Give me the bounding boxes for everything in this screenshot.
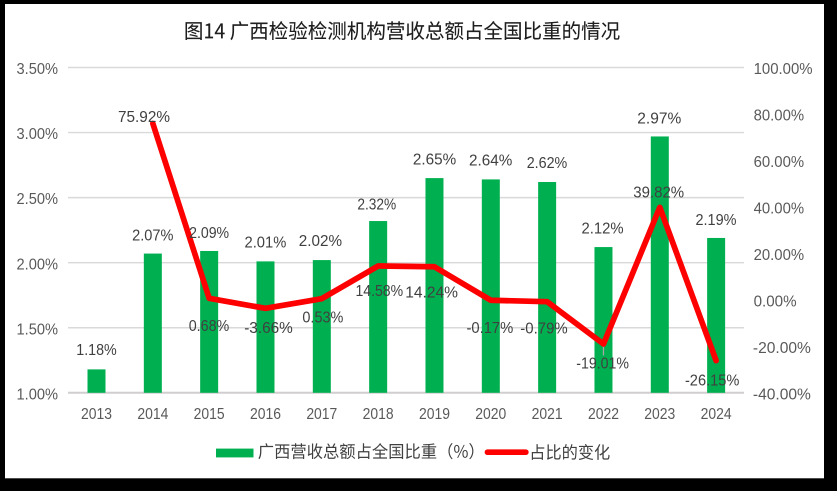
svg-text:14.24%: 14.24%	[405, 284, 458, 301]
svg-text:80.00%: 80.00%	[754, 108, 805, 125]
svg-text:39.82%: 39.82%	[633, 184, 684, 201]
svg-text:2017: 2017	[306, 406, 337, 423]
svg-text:-3.66%: -3.66%	[244, 320, 293, 337]
svg-text:0.68%: 0.68%	[189, 318, 230, 335]
svg-text:2.01%: 2.01%	[245, 235, 287, 252]
svg-text:1.50%: 1.50%	[17, 321, 59, 338]
svg-text:2.50%: 2.50%	[17, 191, 59, 208]
svg-text:-19.01%: -19.01%	[576, 355, 629, 372]
svg-text:2.62%: 2.62%	[527, 155, 568, 172]
svg-text:2.12%: 2.12%	[581, 220, 623, 237]
svg-text:2.19%: 2.19%	[696, 212, 737, 229]
svg-text:2019: 2019	[419, 406, 450, 423]
svg-text:2021: 2021	[532, 406, 563, 423]
svg-text:1.00%: 1.00%	[17, 386, 59, 403]
svg-text:75.92%: 75.92%	[118, 109, 170, 126]
svg-text:2013: 2013	[81, 406, 112, 423]
svg-text:2.97%: 2.97%	[637, 111, 681, 128]
svg-text:2.64%: 2.64%	[469, 153, 512, 170]
svg-text:0.00%: 0.00%	[754, 293, 797, 310]
svg-text:1.18%: 1.18%	[76, 342, 117, 359]
svg-text:60.00%: 60.00%	[754, 154, 805, 171]
svg-text:2015: 2015	[194, 406, 225, 423]
svg-text:20.00%: 20.00%	[754, 247, 805, 264]
svg-text:2.00%: 2.00%	[17, 256, 59, 273]
svg-text:2.02%: 2.02%	[299, 233, 342, 250]
svg-text:-20.00%: -20.00%	[753, 340, 811, 357]
svg-text:2020: 2020	[475, 406, 506, 423]
svg-text:2024: 2024	[701, 406, 732, 423]
svg-text:2.07%: 2.07%	[132, 228, 173, 245]
svg-text:100.00%: 100.00%	[754, 61, 813, 78]
svg-text:2.32%: 2.32%	[357, 196, 396, 213]
svg-text:40.00%: 40.00%	[754, 201, 805, 218]
svg-text:14.58%: 14.58%	[355, 283, 403, 300]
svg-text:2022: 2022	[588, 406, 619, 423]
svg-text:-26.15%: -26.15%	[685, 373, 740, 390]
svg-text:0.53%: 0.53%	[302, 310, 343, 327]
svg-text:2.09%: 2.09%	[189, 225, 229, 242]
svg-text:2014: 2014	[137, 406, 168, 423]
svg-text:-40.00%: -40.00%	[753, 386, 811, 403]
svg-text:-0.79%: -0.79%	[520, 321, 568, 338]
svg-text:2016: 2016	[250, 406, 281, 423]
svg-text:2023: 2023	[644, 406, 675, 423]
svg-text:3.00%: 3.00%	[17, 126, 59, 143]
svg-text:-0.17%: -0.17%	[466, 320, 513, 337]
svg-text:2.65%: 2.65%	[413, 152, 456, 169]
svg-text:3.50%: 3.50%	[17, 61, 59, 78]
svg-text:2018: 2018	[363, 406, 394, 423]
